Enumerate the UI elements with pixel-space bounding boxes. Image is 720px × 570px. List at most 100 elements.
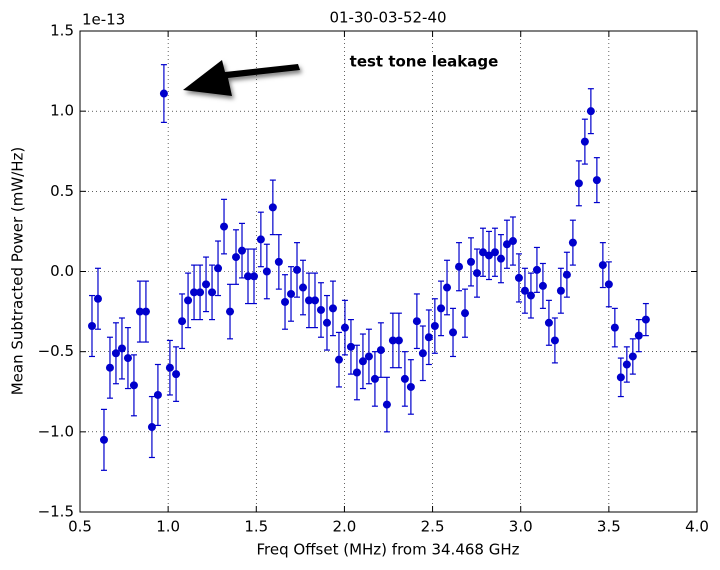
data-point <box>484 251 493 260</box>
data-point <box>598 261 607 270</box>
data-point <box>514 273 523 282</box>
x-axis-label: Freq Offset (MHz) from 34.468 GHz <box>257 541 520 559</box>
data-point <box>412 317 421 326</box>
data-point <box>299 283 308 292</box>
data-point <box>214 264 223 273</box>
x-tick-label: 1.0 <box>156 518 180 536</box>
data-point <box>622 360 631 369</box>
data-point <box>159 89 168 98</box>
y-tick-label: −1.0 <box>38 422 74 440</box>
data-point <box>293 265 302 274</box>
axes-frame <box>79 30 698 513</box>
data-point <box>262 267 271 276</box>
data-point <box>568 238 577 247</box>
data-point <box>287 289 296 298</box>
data-point <box>580 137 589 146</box>
data-point <box>394 336 403 345</box>
data-point <box>244 272 253 281</box>
data-point <box>400 374 409 383</box>
data-point <box>274 257 283 266</box>
data-point <box>238 246 247 255</box>
data-point <box>117 344 126 353</box>
data-point <box>592 176 601 185</box>
data-point <box>550 336 559 345</box>
data-point <box>93 294 102 303</box>
data-point <box>449 328 458 337</box>
data-point <box>556 286 565 295</box>
data-point <box>544 318 553 327</box>
data-point <box>316 305 325 314</box>
data-point <box>406 382 415 391</box>
data-point <box>376 346 385 355</box>
data-point <box>196 288 205 297</box>
data-point <box>461 309 470 318</box>
data-point <box>256 235 265 244</box>
data-point <box>634 331 643 340</box>
data-point <box>478 248 487 257</box>
data-point <box>490 248 499 257</box>
annotation: test tone leakage <box>350 53 499 71</box>
y-tick-label: 1.5 <box>50 22 74 40</box>
x-tick-label: 2.5 <box>421 518 445 536</box>
data-point <box>443 283 452 292</box>
data-point <box>220 222 229 231</box>
chart-title: 01-30-03-52-40 <box>329 9 446 27</box>
data-point <box>208 288 217 297</box>
data-point <box>232 253 241 262</box>
y-axis-label: Mean Subtracted Power (mW/Hz) <box>9 147 27 396</box>
data-point <box>502 240 511 249</box>
data-point <box>202 280 211 289</box>
data-point <box>129 381 138 390</box>
annotation-arrow <box>183 60 300 96</box>
data-point <box>340 323 349 332</box>
data-point <box>418 349 427 358</box>
data-point <box>135 307 144 316</box>
data-point <box>562 270 571 279</box>
data-point <box>370 374 379 383</box>
data-point <box>574 179 583 188</box>
y-tick-label: −1.5 <box>38 503 74 521</box>
data-point <box>99 435 108 444</box>
data-point <box>172 370 181 379</box>
data-point <box>467 257 476 266</box>
data-point <box>310 296 319 305</box>
data-point <box>604 280 613 289</box>
data-point <box>520 286 529 295</box>
data-point <box>304 296 313 305</box>
data-point <box>641 315 650 324</box>
data-point <box>87 322 96 331</box>
data-point <box>364 352 373 361</box>
y-offset-label: 1e-13 <box>82 11 125 29</box>
data-point <box>628 352 637 361</box>
data-point <box>437 304 446 313</box>
data-point <box>322 318 331 327</box>
x-tick-label: 0.5 <box>68 518 92 536</box>
data-point <box>532 265 541 274</box>
data-point <box>424 333 433 342</box>
data-point <box>358 357 367 366</box>
data-point <box>346 342 355 351</box>
x-tick-label: 4.0 <box>685 518 709 536</box>
data-point <box>249 272 258 281</box>
data-point <box>165 363 174 372</box>
data-point <box>226 307 235 316</box>
x-tick-label: 3.5 <box>597 518 621 536</box>
data-point <box>538 281 547 290</box>
y-tick-label: 0.5 <box>50 182 74 200</box>
data-point <box>508 237 517 246</box>
data-point <box>430 322 439 331</box>
data-point <box>268 203 277 212</box>
data-point <box>586 107 595 116</box>
data-point <box>153 390 162 399</box>
data-point <box>610 323 619 332</box>
data-point <box>455 262 464 271</box>
x-tick-label: 2.0 <box>332 518 356 536</box>
data-point <box>388 336 397 345</box>
data-point <box>178 317 187 326</box>
data-point <box>526 291 535 300</box>
data-point <box>105 363 114 372</box>
data-point <box>123 354 132 363</box>
data-point <box>111 349 120 358</box>
data-point <box>147 423 156 432</box>
